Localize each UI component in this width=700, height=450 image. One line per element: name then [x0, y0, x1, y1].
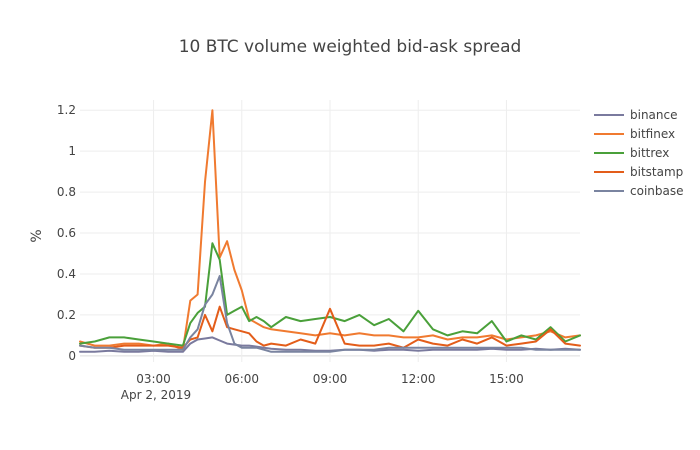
x-axis-ticks: 03:00 06:00 09:00 12:00 15:00: [136, 372, 524, 386]
x-tick-label: 03:00: [136, 372, 171, 386]
legend-item-coinbase[interactable]: coinbase: [594, 184, 683, 198]
legend-item-bitfinex[interactable]: bitfinex: [594, 127, 675, 141]
y-tick-label: 1.2: [57, 103, 76, 117]
grid: [80, 100, 580, 362]
y-axis-title: %: [29, 229, 45, 242]
y-tick-label: 0.4: [57, 267, 76, 281]
series-line-bittrex: [79, 242, 581, 347]
x-tick-label: 12:00: [401, 372, 436, 386]
legend-label: bittrex: [630, 146, 669, 160]
y-tick-label: 0: [68, 349, 76, 363]
series-line-coinbase: [79, 275, 581, 353]
legend-label: coinbase: [630, 184, 683, 198]
legend-item-bitstamp[interactable]: bitstamp: [594, 165, 683, 179]
legend-label: bitfinex: [630, 127, 675, 141]
x-tick-label: 15:00: [489, 372, 524, 386]
x-tick-label: 09:00: [313, 372, 348, 386]
legend-label: binance: [630, 108, 678, 122]
x-tick-label: 06:00: [224, 372, 259, 386]
y-tick-label: 0.6: [57, 226, 76, 240]
series-line-bitstamp: [79, 305, 581, 349]
legend: binance bitfinex bittrex bitstamp coinbase: [594, 108, 683, 198]
y-tick-label: 0.2: [57, 308, 76, 322]
chart-title: 10 BTC volume weighted bid-ask spread: [179, 37, 522, 57]
y-tick-label: 0.8: [57, 185, 76, 199]
legend-label: bitstamp: [630, 165, 683, 179]
series-line-binance: [79, 336, 581, 353]
y-tick-label: 1: [68, 144, 76, 158]
legend-item-bittrex[interactable]: bittrex: [594, 146, 669, 160]
series-lines: [79, 109, 581, 353]
x-axis-date-label: Apr 2, 2019: [121, 388, 191, 402]
legend-item-binance[interactable]: binance: [594, 108, 678, 122]
y-axis-ticks: 0 0.2 0.4 0.6 0.8 1 1.2: [57, 103, 76, 363]
